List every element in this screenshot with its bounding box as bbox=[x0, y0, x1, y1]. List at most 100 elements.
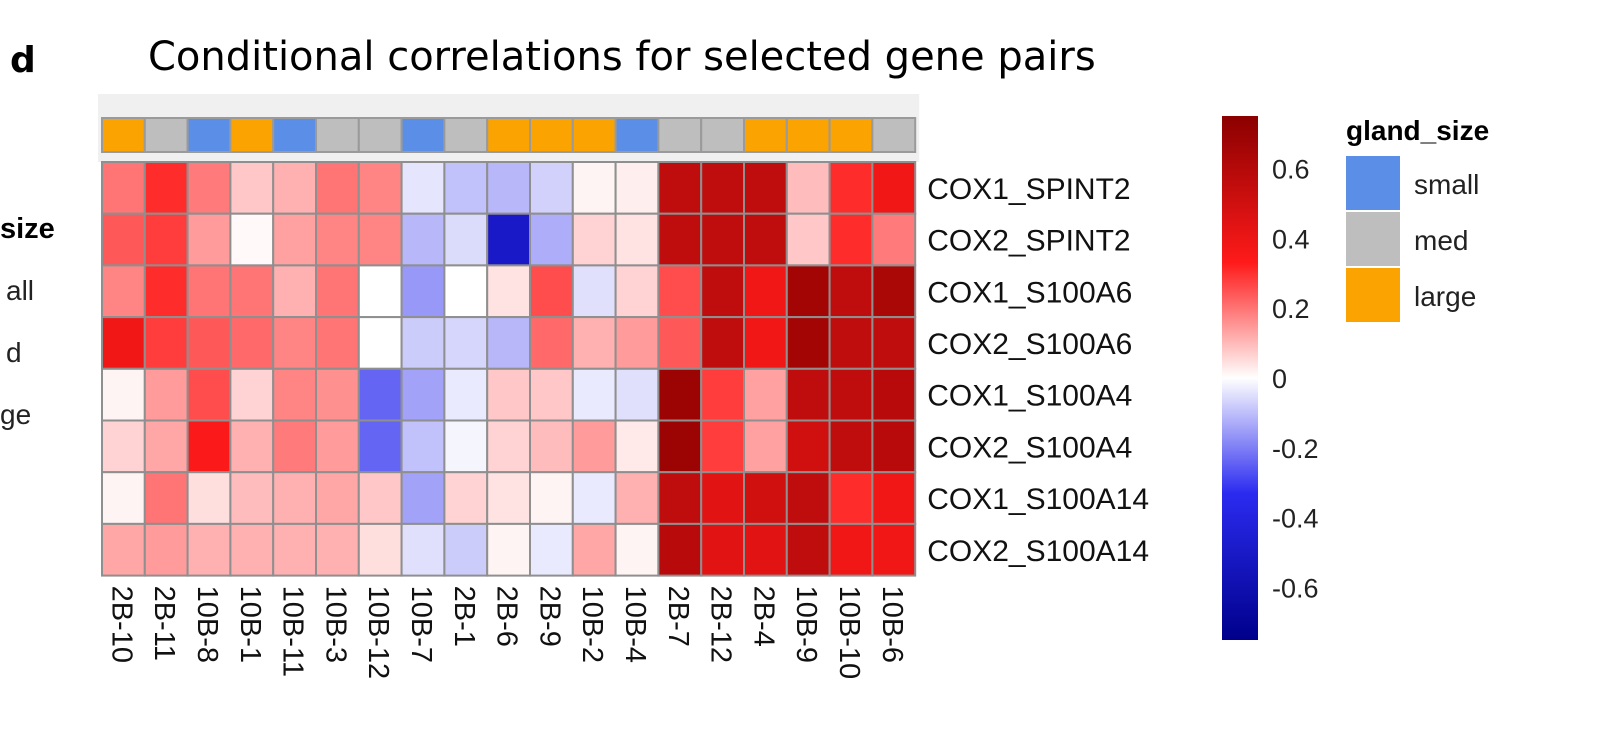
annotation-cell bbox=[400, 117, 446, 153]
column-label: 2B-9 bbox=[533, 586, 565, 647]
heatmap-cell bbox=[529, 316, 574, 370]
heatmap-cell bbox=[657, 316, 703, 370]
heatmap-cell bbox=[743, 522, 788, 577]
heatmap-cell bbox=[486, 367, 532, 422]
heatmap-cell bbox=[743, 316, 788, 370]
heatmap-cell bbox=[571, 367, 617, 422]
column-labels: 2B-10 2B-11 10B-8 10B-1 10B-11 10B-3 10B-12 10B… bbox=[105, 586, 907, 680]
annotation-cell bbox=[486, 117, 532, 153]
heatmap-cell bbox=[357, 316, 403, 370]
annotation-cell bbox=[785, 117, 831, 153]
colorbar-tick-label: 0.2 bbox=[1272, 294, 1310, 324]
heatmap-cell bbox=[143, 212, 189, 267]
heatmap-cell bbox=[700, 161, 746, 215]
cut-legend-item: ge bbox=[0, 399, 31, 430]
heatmap-cell bbox=[571, 316, 617, 370]
heatmap-cell bbox=[700, 471, 746, 525]
column-label: 10B-10 bbox=[833, 586, 865, 680]
heatmap-cell bbox=[614, 419, 660, 474]
heatmap-cell bbox=[229, 522, 275, 577]
heatmap-cell bbox=[529, 264, 574, 319]
column-label: 2B-1 bbox=[448, 586, 480, 647]
heatmap-cell bbox=[785, 212, 831, 267]
heatmap-cell bbox=[443, 212, 489, 267]
heatmap-cell bbox=[443, 367, 489, 422]
heatmap-cell bbox=[529, 522, 574, 577]
heatmap-cells bbox=[101, 161, 917, 577]
heatmap-cell bbox=[101, 367, 146, 422]
heatmap-cell bbox=[871, 161, 917, 215]
cut-legend-item: d bbox=[6, 337, 22, 368]
heatmap-cell bbox=[143, 419, 189, 474]
column-label: 2B-6 bbox=[491, 586, 523, 647]
heatmap-cell bbox=[186, 367, 232, 422]
heatmap-cell bbox=[657, 161, 703, 215]
chart-title: Conditional correlations for selected ge… bbox=[148, 34, 1096, 80]
heatmap-cell bbox=[357, 212, 403, 267]
heatmap-cell bbox=[272, 471, 318, 525]
heatmap-cell bbox=[443, 161, 489, 215]
heatmap-cell bbox=[785, 161, 831, 215]
column-label: 10B-11 bbox=[277, 586, 309, 677]
heatmap-cell bbox=[828, 419, 874, 474]
heatmap-cell bbox=[871, 419, 917, 474]
column-label: 10B-1 bbox=[234, 586, 266, 663]
heatmap-cell bbox=[143, 522, 189, 577]
heatmap-cell bbox=[400, 522, 446, 577]
annotation-cell bbox=[828, 117, 874, 153]
legend-title: gland_size bbox=[1346, 115, 1489, 146]
legend-swatch bbox=[1346, 268, 1400, 322]
annotation-cell bbox=[529, 117, 574, 153]
heatmap-cell bbox=[357, 522, 403, 577]
cut-legend: size all d ge bbox=[0, 213, 55, 430]
row-label: COX2_SPINT2 bbox=[927, 225, 1130, 258]
heatmap-cell bbox=[486, 161, 532, 215]
heatmap-cell bbox=[443, 471, 489, 525]
column-label: 2B-4 bbox=[747, 586, 779, 647]
heatmap-cell bbox=[700, 264, 746, 319]
column-label: 10B-9 bbox=[790, 586, 822, 663]
heatmap-cell bbox=[529, 212, 574, 267]
heatmap-cell bbox=[315, 161, 360, 215]
cut-legend-item: all bbox=[6, 275, 34, 306]
heatmap-cell bbox=[743, 264, 788, 319]
heatmap-cell bbox=[529, 471, 574, 525]
heatmap-cell bbox=[828, 161, 874, 215]
heatmap-cell bbox=[443, 522, 489, 577]
heatmap-cell bbox=[486, 264, 532, 319]
column-label: 2B-11 bbox=[148, 586, 180, 661]
heatmap-cell bbox=[315, 264, 360, 319]
heatmap-cell bbox=[186, 471, 232, 525]
heatmap-cell bbox=[229, 367, 275, 422]
column-label: 2B-10 bbox=[105, 586, 137, 663]
heatmap-cell bbox=[143, 471, 189, 525]
heatmap-cell bbox=[828, 316, 874, 370]
heatmap-cell bbox=[443, 264, 489, 319]
annotation-cell bbox=[871, 117, 917, 153]
heatmap-cell bbox=[357, 367, 403, 422]
heatmap-cell bbox=[143, 264, 189, 319]
heatmap-cell bbox=[400, 212, 446, 267]
heatmap-cell bbox=[443, 419, 489, 474]
row-label: COX2_S100A6 bbox=[927, 328, 1132, 361]
heatmap-cell bbox=[186, 264, 232, 319]
heatmap-cell bbox=[486, 522, 532, 577]
heatmap-cell bbox=[229, 212, 275, 267]
colorbar-ticks: 0.6 0.4 0.2 0 -0.2 -0.4 -0.6 bbox=[1272, 154, 1319, 603]
heatmap-cell bbox=[571, 522, 617, 577]
heatmap-cell bbox=[101, 264, 146, 319]
annotation-cell bbox=[443, 117, 489, 153]
heatmap-cell bbox=[315, 316, 360, 370]
heatmap-cell bbox=[143, 367, 189, 422]
heatmap-cell bbox=[614, 316, 660, 370]
heatmap-cell bbox=[700, 522, 746, 577]
heatmap-cell bbox=[743, 212, 788, 267]
panel-label: d bbox=[10, 40, 36, 81]
heatmap-cell bbox=[571, 212, 617, 267]
heatmap-cell bbox=[828, 471, 874, 525]
colorbar-tick-label: 0.6 bbox=[1272, 154, 1310, 184]
heatmap-cell bbox=[871, 212, 917, 267]
annotation-cell bbox=[229, 117, 275, 153]
heatmap-cell bbox=[785, 419, 831, 474]
